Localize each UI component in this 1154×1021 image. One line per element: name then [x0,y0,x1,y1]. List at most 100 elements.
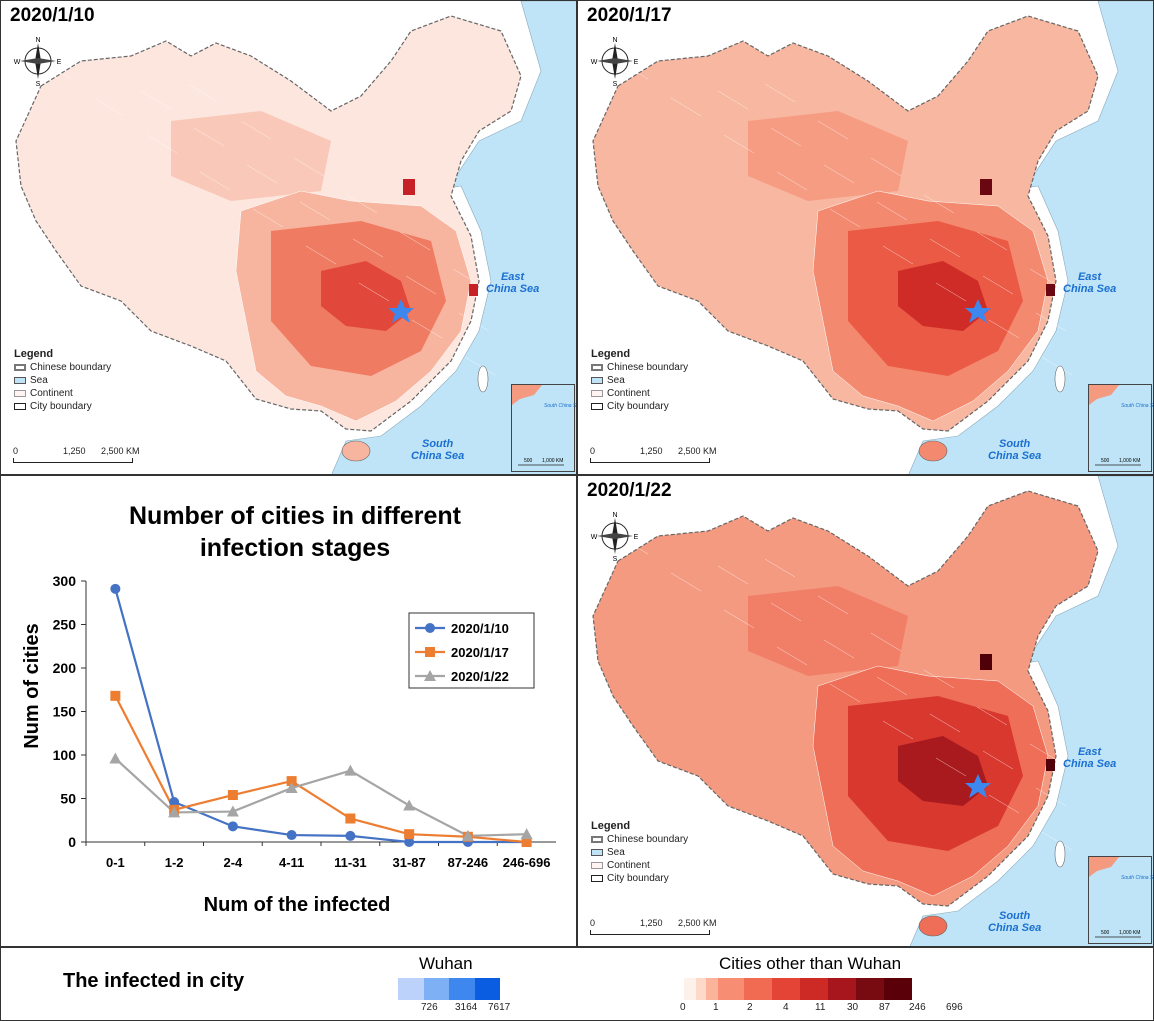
compass-n-label: N [612,512,617,519]
legend-item: Continent [591,859,688,872]
wuhan-scale-swatch [423,978,449,1000]
data-point [226,805,239,817]
data-point [424,670,436,681]
south-china-sea-label: South China Sea [988,438,1042,462]
legend-swatch [591,377,603,384]
legend-item-label: Continent [607,860,650,871]
legend-item: Sea [591,374,688,387]
data-point [404,837,415,847]
line-chart: Number of cities in different infection … [21,502,556,916]
data-point [169,796,180,807]
city-boundary-line [711,386,743,406]
other-scale-tick: 11 [815,1002,826,1013]
x-tick-label: 1-2 [165,855,184,870]
wuhan-scale-tick: 3164 [455,1002,478,1013]
south-china-sea-label: South China Sea [988,910,1042,934]
legend-item: Continent [14,387,111,400]
city-boundary-line [988,794,1020,814]
scale-bar: 0 1,250 2,500 KM [590,918,730,935]
y-tick-label: 200 [53,660,77,676]
x-tick-label: 87-246 [448,855,488,870]
legend-swatch [14,403,26,410]
other-scale-title: Cities other than Wuhan [719,954,902,973]
compass-e-label: E [634,534,639,541]
city-boundary-line [705,817,737,837]
scale-bar-tick: 2,500 KM [678,446,717,456]
south-china-sea-inset: South China Sea 500 1,000 KM [1088,384,1153,472]
scale-bar: 0 1,250 2,500 KM [590,446,730,463]
region-core [898,261,988,331]
data-point [227,790,238,801]
map-date-label: 2020/1/10 [7,5,98,27]
series-line [114,757,527,838]
city-boundary-line [128,342,160,362]
compass-s-label: S [36,81,41,87]
compass-icon: N S W E [591,512,639,562]
other-scale-tick: 246 [909,1002,926,1013]
city-boundary-line [717,90,749,110]
legend-title: Legend [591,348,631,360]
city-boundary-line [935,757,967,777]
other-scale-tick: 4 [783,1002,789,1013]
legend-title: Legend [591,820,631,832]
wuhan-marker [965,774,991,798]
x-tick-label: 246-696 [503,855,551,870]
city-boundary-line [882,720,914,740]
region-shanghai [469,284,478,296]
wuhan-scale-swatch [398,978,424,1000]
city-boundary-line [240,120,272,140]
legend-item: City boundary [591,400,688,413]
data-point [110,583,121,594]
color-legend-bar: The infected in city Wuhan 726 3164 7617 C… [0,947,1154,1021]
legend-item-label: Sea [607,847,625,858]
city-boundary-line [199,171,231,191]
wuhan-marker [965,299,991,323]
scale-bar: 0 1,250 2,500 KM [13,446,153,463]
data-point [110,690,121,701]
city-boundary-line [1041,831,1073,851]
series-line [114,695,527,844]
city-boundary-line [617,535,649,555]
legend-swatch [591,849,603,856]
city-boundary-line [305,245,337,265]
city-boundary-line [399,231,431,251]
data-point [285,782,298,794]
scale-bar-tick: 0 [590,918,596,928]
city-boundary-line [705,342,737,362]
legend-swatch [591,875,603,882]
chart-title-line2: infection stages [200,534,390,562]
scale-bar-tick: 2,500 KM [101,446,140,456]
data-point [425,647,435,657]
legend-item: Chinese boundary [14,361,111,374]
city-boundary-line [823,164,855,184]
other-scale-tick: 0 [680,1002,686,1013]
compass-s-label: S [613,81,618,87]
city-boundary-line [1035,312,1067,332]
legend-item: Chinese boundary [591,361,688,374]
city-boundary-line [817,595,849,615]
legend-item-label: Chinese boundary [607,834,689,845]
inset-label: South China Sea [1121,875,1153,881]
city-boundary-line [134,386,166,406]
map-date-label: 2020/1/17 [584,5,675,27]
data-point [227,821,238,832]
legend-series-label: 2020/1/17 [451,645,509,660]
hainan-island [918,915,948,937]
y-tick-label: 50 [60,791,76,807]
city-boundary-line [923,669,955,689]
south-china-sea-label: South China Sea [411,438,465,462]
y-tick-label: 100 [53,747,77,763]
legend-swatch [591,390,603,397]
east-china-sea-label: East China Sea [1063,271,1117,295]
legend-item: Sea [14,374,111,387]
inset-scale-tick: 1,000 KM [1119,458,1140,464]
legend-series-label: 2020/1/10 [451,621,509,636]
scale-bar-tick: 2,500 KM [678,918,717,928]
chart-xlabel: Num of the infected [204,894,391,916]
city-boundary-line [929,238,961,258]
china-map [578,476,1153,946]
city-boundary-line [870,632,902,652]
city-boundary-line [982,275,1014,295]
legend-item-label: Continent [607,388,650,399]
city-boundary-line [358,282,390,302]
